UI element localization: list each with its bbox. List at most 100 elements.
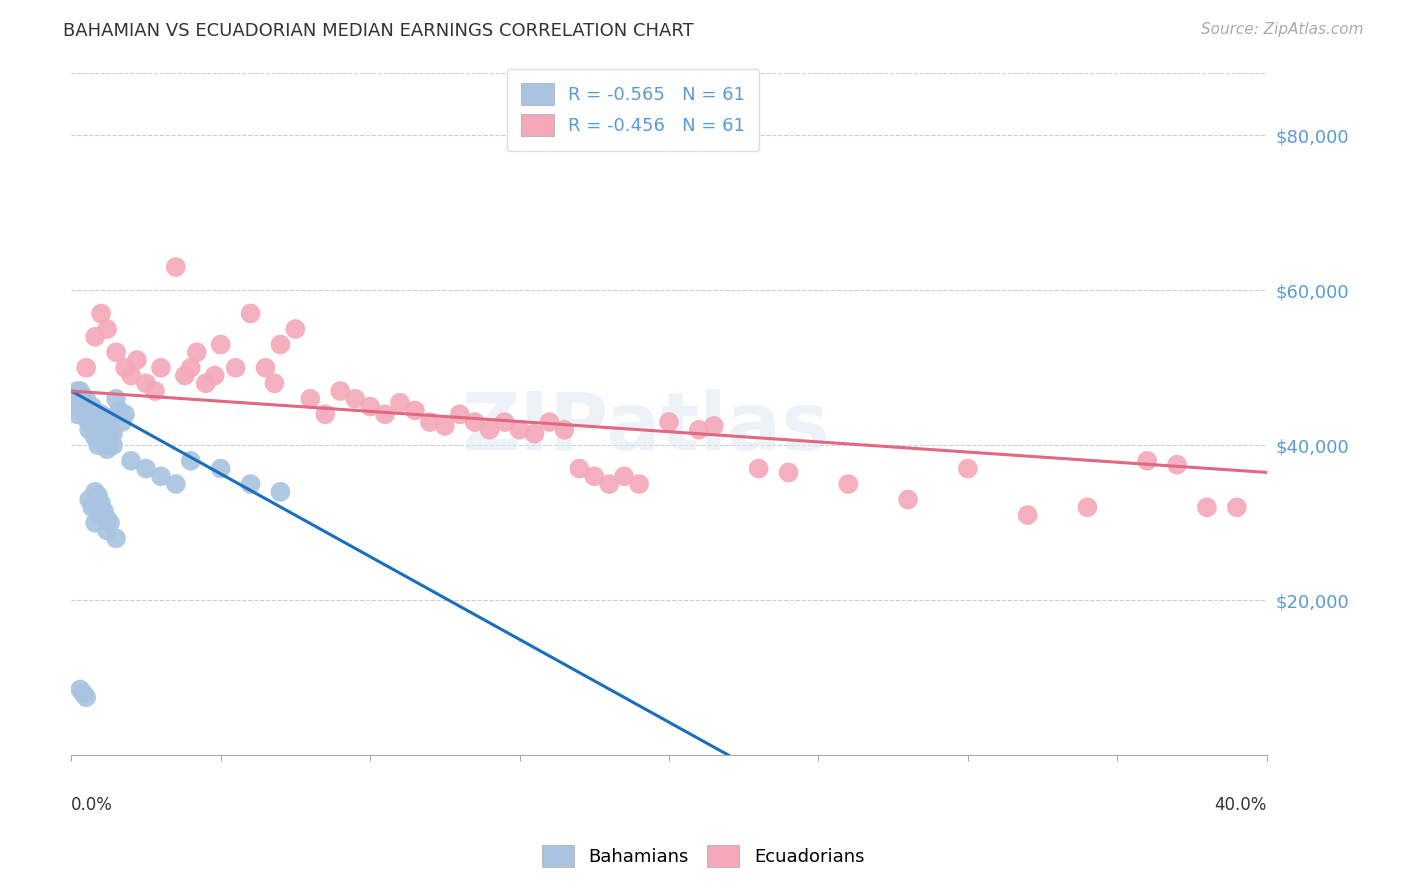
Point: [165, 260, 187, 274]
Point: [239, 306, 262, 320]
Point: [69, 392, 91, 406]
Point: [84, 431, 107, 445]
Point: [96, 442, 118, 457]
Point: [75, 690, 97, 705]
Point: [93, 504, 115, 518]
Point: [225, 360, 247, 375]
Point: [75, 403, 97, 417]
Point: [523, 426, 546, 441]
Point: [105, 531, 128, 545]
Point: [494, 415, 516, 429]
Point: [284, 322, 307, 336]
Point: [77, 407, 100, 421]
Text: 0.0%: 0.0%: [72, 797, 112, 814]
Point: [77, 423, 100, 437]
Point: [84, 484, 107, 499]
Point: [149, 469, 172, 483]
Point: [87, 500, 110, 515]
Point: [388, 395, 411, 409]
Point: [90, 508, 112, 522]
Point: [433, 418, 456, 433]
Point: [449, 407, 471, 421]
Point: [69, 400, 91, 414]
Point: [77, 415, 100, 429]
Point: [374, 407, 396, 421]
Point: [96, 438, 118, 452]
Point: [314, 407, 336, 421]
Point: [87, 438, 110, 452]
Point: [111, 415, 134, 429]
Point: [75, 392, 97, 406]
Point: [125, 353, 148, 368]
Point: [1017, 508, 1039, 522]
Point: [72, 403, 94, 417]
Point: [72, 686, 94, 700]
Point: [1136, 454, 1159, 468]
Point: [96, 512, 118, 526]
Point: [254, 360, 277, 375]
Point: [149, 360, 172, 375]
Point: [69, 682, 91, 697]
Point: [72, 392, 94, 406]
Point: [75, 360, 97, 375]
Point: [837, 477, 859, 491]
Point: [114, 407, 136, 421]
Point: [180, 360, 202, 375]
Point: [1076, 500, 1098, 515]
Point: [509, 423, 531, 437]
Point: [75, 411, 97, 425]
Text: 40.0%: 40.0%: [1215, 797, 1267, 814]
Point: [553, 423, 575, 437]
Point: [108, 403, 131, 417]
Point: [748, 461, 770, 475]
Point: [66, 407, 89, 421]
Point: [77, 492, 100, 507]
Point: [1226, 500, 1249, 515]
Point: [269, 484, 291, 499]
Point: [464, 415, 486, 429]
Point: [269, 337, 291, 351]
Point: [72, 395, 94, 409]
Point: [82, 500, 104, 515]
Point: [96, 322, 118, 336]
Point: [90, 306, 112, 320]
Point: [263, 376, 285, 391]
Point: [404, 403, 426, 417]
Point: [165, 477, 187, 491]
Point: [98, 516, 121, 530]
Point: [135, 461, 157, 475]
Point: [598, 477, 620, 491]
Point: [84, 415, 107, 429]
Point: [583, 469, 606, 483]
Point: [90, 415, 112, 429]
Point: [82, 400, 104, 414]
Point: [101, 426, 124, 441]
Point: [478, 423, 501, 437]
Point: [186, 345, 208, 359]
Point: [204, 368, 226, 383]
Point: [93, 423, 115, 437]
Point: [90, 407, 112, 421]
Point: [359, 400, 381, 414]
Point: [628, 477, 651, 491]
Point: [173, 368, 195, 383]
Point: [101, 438, 124, 452]
Point: [143, 384, 166, 398]
Point: [87, 489, 110, 503]
Text: Source: ZipAtlas.com: Source: ZipAtlas.com: [1201, 22, 1364, 37]
Point: [1166, 458, 1188, 472]
Point: [63, 395, 86, 409]
Point: [299, 392, 322, 406]
Point: [114, 360, 136, 375]
Point: [90, 496, 112, 510]
Point: [63, 388, 86, 402]
Point: [703, 418, 725, 433]
Point: [778, 466, 800, 480]
Point: [209, 461, 232, 475]
Legend: Bahamians, Ecuadorians: Bahamians, Ecuadorians: [534, 838, 872, 874]
Point: [538, 415, 561, 429]
Legend: R = -0.565   N = 61, R = -0.456   N = 61: R = -0.565 N = 61, R = -0.456 N = 61: [506, 69, 759, 151]
Point: [96, 524, 118, 538]
Point: [194, 376, 217, 391]
Point: [688, 423, 710, 437]
